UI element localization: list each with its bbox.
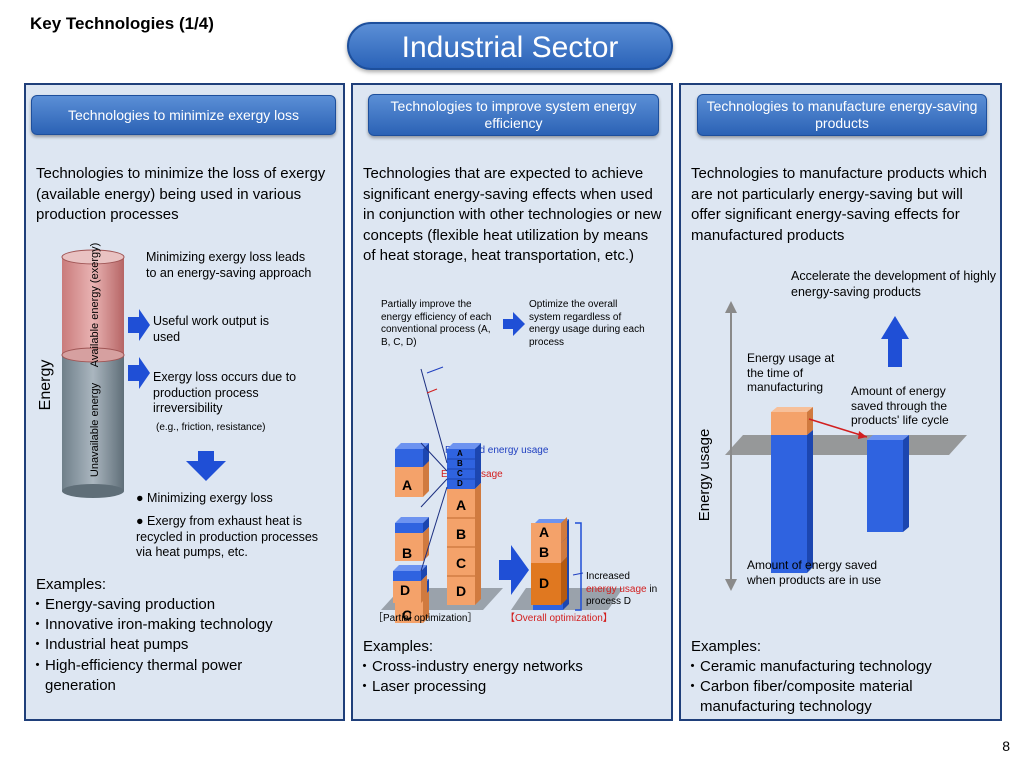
partial-caption: ［Partial optimization］ bbox=[373, 613, 478, 624]
overall-stack bbox=[533, 519, 569, 610]
right-arrow-icon bbox=[128, 357, 150, 389]
exergy-diagram: Available energy (exergy) Unavailable en… bbox=[37, 243, 226, 498]
energy-axis-label: Energy bbox=[37, 360, 54, 411]
page-number: 8 bbox=[1002, 738, 1010, 754]
manufacturing-bar bbox=[771, 407, 813, 573]
column-header-system-efficiency: Technologies to improve system energy ef… bbox=[368, 94, 659, 136]
lifecycle-bar bbox=[867, 435, 909, 532]
partial-improve-note: Partially improve the energy efficiency … bbox=[381, 299, 492, 348]
reduced-energy-label: Reduced energy usage bbox=[445, 445, 549, 456]
example-item: ・Innovative iron-making technology bbox=[30, 616, 273, 633]
available-energy-label: Available energy (exergy) bbox=[89, 243, 101, 368]
block-letter-b: B bbox=[402, 545, 413, 561]
block-letter-a: A bbox=[402, 477, 413, 493]
increased-energy-label: Increased energy usage in process D bbox=[586, 571, 658, 607]
column-description-energy-saving-products: Technologies to manufacture products whi… bbox=[691, 165, 988, 244]
column-header-exergy: Technologies to minimize exergy loss bbox=[31, 95, 336, 135]
example-item: ・Cross-industry energy networks bbox=[357, 658, 583, 675]
example-item: ・Energy-saving production bbox=[30, 596, 216, 613]
lifecycle-saved-note: Amount of energy saved through the produ… bbox=[851, 384, 949, 427]
up-arrow-icon bbox=[881, 316, 909, 367]
baseline-plane bbox=[725, 435, 967, 455]
examples-title: Examples: bbox=[36, 576, 107, 593]
vertical-axis-icon bbox=[725, 301, 737, 591]
column-header-energy-saving-products: Technologies to manufacture energy-savin… bbox=[697, 94, 987, 136]
exergy-top-note: Minimizing exergy loss leads to an energ… bbox=[146, 250, 312, 280]
accelerate-note: Accelerate the development of highly ene… bbox=[791, 269, 996, 299]
examples-title: Examples: bbox=[363, 638, 434, 655]
example-item: manufacturing technology bbox=[700, 698, 872, 715]
column-exergy: Technologies to minimize exergy loss Tec… bbox=[24, 83, 345, 721]
slide-title: Key Technologies (1/4) bbox=[30, 14, 214, 33]
overall-optimize-note: Optimize the overall system regardless o… bbox=[529, 299, 645, 348]
use-saved-note: Amount of energy saved when products are… bbox=[747, 558, 882, 587]
right-arrow-icon bbox=[499, 545, 529, 595]
energy-saving-products-diagram: Energy usage bbox=[696, 301, 967, 591]
exergy-bullet-1: ● Minimizing exergy loss bbox=[136, 491, 273, 505]
examples-title: Examples: bbox=[691, 638, 762, 655]
column-energy-saving-products: Technologies to manufacture energy-savin… bbox=[679, 83, 1002, 721]
useful-output-note: Useful work output is used bbox=[153, 314, 270, 344]
right-arrow-icon bbox=[503, 312, 525, 336]
overall-caption: 【Overall optimization】 bbox=[505, 613, 613, 624]
example-item: ・Laser processing bbox=[357, 678, 487, 695]
energy-usage-label: Energy usage bbox=[441, 469, 503, 480]
down-arrow-icon bbox=[186, 451, 226, 481]
column-system-efficiency: Technologies to improve system energy ef… bbox=[351, 83, 673, 721]
exergy-loss-note: Exergy loss occurs due to production pro… bbox=[153, 370, 297, 415]
example-item: ・Industrial heat pumps bbox=[30, 636, 189, 653]
sector-title: Industrial Sector bbox=[347, 22, 673, 70]
exergy-bullet-2: ● Exergy from exhaust heat is recycled i… bbox=[136, 514, 319, 559]
column-description-exergy: Technologies to minimize the loss of exe… bbox=[36, 165, 326, 223]
manufacturing-usage-note: Energy usage at the time of manufacturin… bbox=[747, 351, 835, 394]
example-item: ・Carbon fiber/composite material bbox=[685, 678, 913, 695]
block-letter-c: C bbox=[402, 607, 413, 623]
right-arrow-icon bbox=[128, 309, 150, 341]
unavailable-energy-label: Unavailable energy bbox=[89, 382, 101, 477]
energy-cylinder bbox=[61, 249, 125, 498]
overall-bracket bbox=[575, 522, 582, 611]
energy-usage-axis-label: Energy usage bbox=[696, 429, 713, 522]
example-item: ・High-efficiency thermal power bbox=[30, 657, 243, 674]
example-item: ・Ceramic manufacturing technology bbox=[685, 658, 932, 675]
column-description-system-efficiency: Technologies that are expected to achiev… bbox=[363, 165, 662, 264]
exergy-loss-example: (e.g., friction, resistance) bbox=[156, 422, 266, 433]
example-item: generation bbox=[45, 677, 116, 694]
